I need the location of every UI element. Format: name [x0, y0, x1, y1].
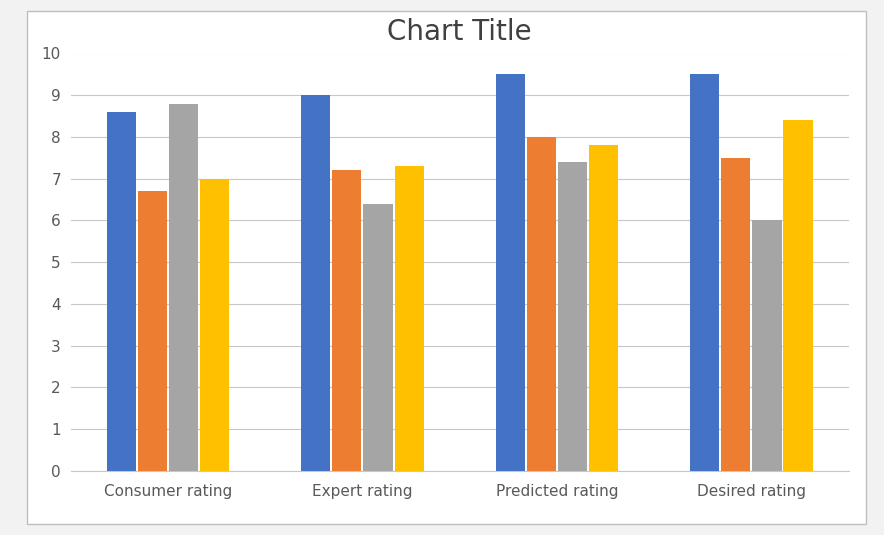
Bar	[301, 95, 331, 471]
Bar	[527, 137, 556, 471]
Bar	[394, 166, 423, 471]
Bar	[783, 120, 812, 471]
Bar	[589, 146, 618, 471]
Bar	[496, 74, 525, 471]
Bar	[169, 104, 198, 471]
Bar	[107, 112, 136, 471]
Bar	[138, 191, 167, 471]
Bar	[721, 158, 751, 471]
Bar	[690, 74, 720, 471]
Bar	[558, 162, 587, 471]
Bar	[752, 220, 781, 471]
Title: Chart Title: Chart Title	[387, 18, 532, 45]
Bar	[332, 170, 362, 471]
Bar	[200, 179, 229, 471]
Bar	[363, 204, 392, 471]
